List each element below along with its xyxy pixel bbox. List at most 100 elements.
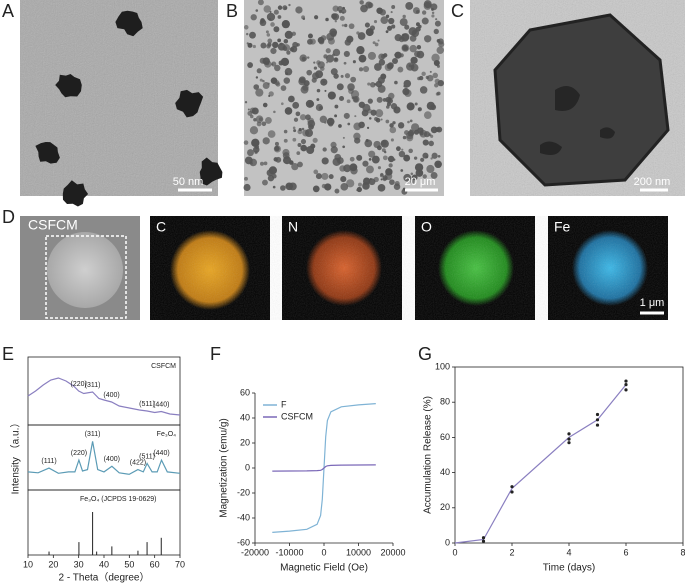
- particle: [244, 101, 248, 104]
- particle: [307, 38, 313, 45]
- particle: [288, 3, 291, 7]
- particle: [277, 15, 282, 19]
- particle: [391, 5, 396, 9]
- particle: [266, 33, 271, 37]
- particle: [245, 32, 249, 36]
- particle: [250, 14, 257, 21]
- y-tick-label: 40: [240, 412, 250, 422]
- particle: [255, 76, 259, 79]
- particle: [265, 30, 269, 34]
- particle: [358, 121, 365, 129]
- particle: [268, 91, 274, 97]
- particle: [307, 117, 315, 125]
- particle: [435, 18, 438, 21]
- data-point: [567, 437, 571, 441]
- particle: [367, 2, 374, 8]
- particle: [364, 22, 370, 28]
- particle: [423, 111, 432, 119]
- particle: [278, 60, 284, 66]
- particle: [356, 45, 365, 55]
- particle: [429, 70, 432, 73]
- particle: [398, 150, 406, 158]
- particle: [420, 157, 425, 162]
- y-tick-label: -20: [237, 487, 250, 497]
- particle: [421, 10, 427, 15]
- x-tick-label: 20000: [380, 547, 405, 557]
- particle: [322, 147, 327, 152]
- particle: [400, 169, 404, 172]
- scale-label: 200 nm: [634, 176, 671, 188]
- particle: [283, 138, 288, 143]
- particle: [313, 169, 319, 175]
- particle: [433, 28, 439, 35]
- particle: [356, 154, 363, 161]
- particle: [418, 107, 422, 111]
- particle: [385, 119, 390, 124]
- particle: [325, 48, 331, 54]
- particle: [266, 12, 276, 22]
- y-tick-label: 20: [440, 502, 450, 512]
- particle: [308, 123, 314, 130]
- particle: [437, 154, 441, 158]
- particle: [375, 109, 384, 118]
- particle: [252, 44, 256, 49]
- peak-label: (220): [70, 381, 86, 388]
- particle: [326, 117, 335, 126]
- particle: [436, 46, 445, 54]
- particle: [258, 117, 263, 122]
- map-label: C: [156, 219, 166, 235]
- y-tick-label: 0: [445, 537, 450, 547]
- particle: [393, 158, 396, 161]
- particle: [300, 85, 309, 94]
- particle: [284, 107, 293, 115]
- particle: [273, 9, 279, 15]
- particle: [272, 173, 277, 179]
- particle: [256, 68, 262, 74]
- particle: [356, 186, 362, 193]
- particle: [435, 92, 440, 96]
- particle: [323, 54, 328, 59]
- particle: [403, 154, 411, 162]
- particle: [292, 126, 296, 130]
- particle: [272, 185, 276, 189]
- particle: [247, 108, 250, 111]
- particle: [272, 41, 279, 49]
- particle: [354, 115, 357, 118]
- particle: [247, 149, 254, 157]
- peak-label: (511): [139, 453, 155, 460]
- particle: [414, 102, 418, 106]
- particle: [376, 96, 383, 103]
- particle: [330, 68, 338, 76]
- particle: [367, 98, 373, 104]
- particle: [292, 101, 300, 109]
- particle: [346, 35, 354, 43]
- x-tick-label: 30: [74, 559, 84, 569]
- particle: [280, 85, 287, 91]
- panel-label: E: [2, 344, 14, 364]
- data-line: [454, 384, 627, 544]
- particle: [339, 15, 345, 21]
- particle: [296, 151, 301, 156]
- particle: [434, 20, 441, 27]
- noise: [150, 216, 668, 320]
- particle: [376, 145, 382, 151]
- particle: [426, 164, 435, 174]
- particle: [334, 20, 337, 23]
- particle: [316, 98, 320, 102]
- particle: [270, 22, 275, 27]
- particle: [410, 123, 420, 132]
- particle: [273, 110, 276, 114]
- particle: [306, 56, 310, 59]
- particle: [386, 25, 393, 31]
- particle: [273, 26, 280, 33]
- particle: [424, 35, 432, 43]
- particle: [270, 47, 277, 55]
- map-label: O: [421, 219, 432, 235]
- y-tick-label: 40: [440, 467, 450, 477]
- particle: [243, 25, 249, 30]
- particle: [421, 17, 429, 25]
- map-label: CSFCM: [28, 217, 78, 233]
- particle: [431, 152, 438, 159]
- series-label: Fe₃O₄: [157, 431, 176, 438]
- particle: [330, 118, 333, 121]
